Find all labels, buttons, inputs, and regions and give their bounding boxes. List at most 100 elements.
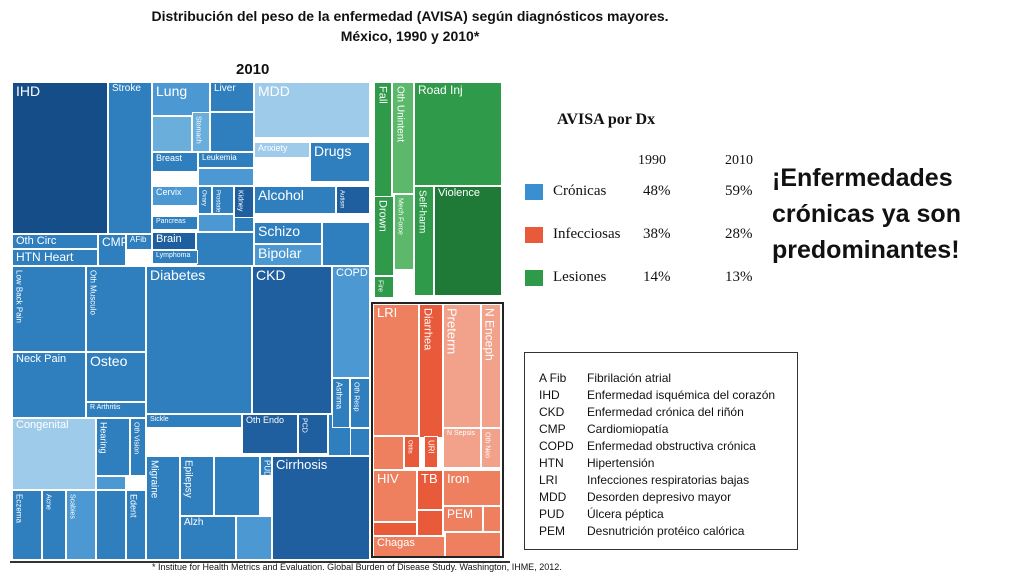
treemap-cell-label: Fall (376, 86, 389, 104)
treemap-cell-htn-heart: HTN Heart (12, 249, 98, 266)
treemap-cell-label: CMP (102, 235, 125, 249)
treemap-filler-cell (210, 112, 254, 152)
treemap-cell-anxiety: Anxiety (254, 142, 310, 158)
category-name: Infecciosas (553, 226, 621, 242)
treemap-cell-drown: Drown (374, 196, 394, 276)
treemap-cell-label: PUD (262, 460, 272, 476)
treemap-filler-cell (373, 436, 404, 470)
swatch-lesiones (525, 270, 543, 286)
abbr-definition: Fibrilación atrial (587, 371, 672, 385)
treemap-cell-brain: Brain (152, 232, 196, 250)
treemap-cell-label: Oth Circ (16, 235, 57, 247)
treemap-cell-pem: PEM (443, 506, 483, 532)
treemap-cell-eczema: Eczema (12, 490, 42, 560)
treemap-cell-alcohol: Alcohol (254, 186, 336, 214)
treemap-cell-epilepsy: Epilepsy (180, 456, 214, 516)
treemap-cell-ihd: IHD (12, 82, 108, 234)
treemap-cell-neck-pain: Neck Pain (12, 352, 86, 418)
swatch-infecciosas (525, 227, 543, 243)
treemap-filler-cell (198, 168, 254, 186)
abbr-code: MDD (539, 490, 567, 504)
treemap-cell-stomach: Stomach (192, 112, 210, 152)
treemap-cell-label: Drown (376, 200, 389, 232)
baseline-rule (10, 561, 510, 563)
treemap-cell-leukemia: Leukemia (198, 152, 254, 168)
abbr-code: LRI (539, 473, 558, 487)
abbr-definition: Úlcera péptica (587, 507, 664, 521)
year-2010-header: 2010 (725, 153, 753, 168)
treemap-cell-label: HTN Heart (16, 250, 74, 264)
treemap-cell-label: Neck Pain (16, 353, 67, 365)
treemap-cell-ckd: CKD (252, 266, 332, 414)
treemap-cell-label: Scabies (68, 494, 76, 519)
treemap-cell-road-inj: Road Inj (414, 82, 502, 186)
treemap-filler-cell (198, 214, 234, 232)
abbr-code: CKD (539, 405, 565, 419)
treemap-cell-label: Chagas (377, 537, 415, 549)
treemap-filler-cell (483, 506, 501, 532)
treemap-cell-diarrhea: Diarrhea (419, 304, 443, 438)
treemap-filler-cell (152, 116, 192, 152)
abbr-code: CMP (539, 422, 566, 436)
treemap-cell-label: Eczema (14, 494, 24, 523)
abbr-definition: Hipertensión (587, 456, 655, 470)
treemap-cell-label: Road Inj (418, 83, 463, 97)
year-1990-header: 1990 (638, 153, 666, 168)
treemap-cell-label: Mech Force (396, 198, 404, 235)
treemap-cell-label: Fire (376, 280, 384, 293)
treemap-cell-label: URI (426, 440, 436, 454)
value-1990: 48% (643, 183, 671, 199)
treemap-cell-label: HIV (377, 471, 399, 486)
treemap-filler-cell (196, 232, 254, 266)
treemap-cell-oth-resp: Oth Resp (350, 378, 370, 428)
treemap-cell-label: N Enceph (482, 308, 497, 361)
treemap-cell-pancreas: Pancreas (152, 216, 198, 230)
treemap-cell-label: Low Back Pain (14, 270, 24, 323)
treemap-cell-edent: Edent (126, 490, 146, 560)
treemap-cell-otitis: Otitis (404, 436, 420, 468)
abbr-definition: Enfermedad crónica del riñón (587, 405, 744, 419)
treemap-cell-label: MDD (258, 83, 290, 99)
treemap-cell-migraine: Migraine (146, 456, 180, 560)
treemap-cell-label: Brain (156, 233, 182, 245)
treemap-cell-self-harm: Self-harm (414, 186, 434, 296)
treemap-cell-label: Diarrhea (421, 308, 434, 351)
treemap-cell-label: Autism (338, 190, 345, 209)
treemap-cell-label: Oth Endo (246, 415, 285, 425)
treemap-cell-label: Alzh (184, 517, 204, 528)
treemap-cell-breast: Breast (152, 152, 198, 172)
treemap-cell-label: Oth Musculo (88, 270, 98, 315)
treemap-cell-label: Alcohol (258, 187, 304, 203)
treemap-cell-label: Cervix (156, 187, 182, 197)
category-name: Crónicas (553, 183, 607, 199)
treemap-cell-alzh: Alzh (180, 516, 236, 560)
treemap-cell-label: Oth Neo (483, 432, 491, 459)
treemap-cell-cirrhosis: Cirrhosis (272, 456, 370, 560)
abbr-code: IHD (539, 388, 560, 402)
treemap-filler-cell (373, 522, 417, 536)
treemap-filler-cell (96, 476, 126, 490)
treemap-cell-tb: TB (417, 470, 443, 510)
treemap-cell-cervix: Cervix (152, 186, 198, 206)
treemap-cell-chagas: Chagas (373, 536, 445, 558)
treemap-cell-asthma: Asthma (332, 378, 350, 428)
treemap-cell-drugs: Drugs (310, 142, 370, 182)
treemap-cell-oth-vision: Oth Vision (130, 418, 146, 476)
chart-title: Distribución del peso de la enfermedad (… (151, 8, 669, 24)
treemap-cell-r-arthritis: R Arthritis (86, 402, 146, 418)
treemap-cell-label: Iron (447, 471, 470, 486)
treemap-cell-oth-circ: Oth Circ (12, 234, 98, 249)
treemap-cell-label: Cirrhosis (276, 457, 328, 472)
treemap-cell-oth-unintent: Oth Unintent (392, 82, 414, 194)
treemap-cell-label: Schizo (258, 223, 301, 239)
treemap-cell-n-sepsis: N Sepsis (443, 428, 481, 468)
treemap-cell-fire: Fire (374, 276, 394, 298)
treemap-cell-autism: Autism (336, 186, 370, 214)
treemap-cell-mech-force: Mech Force (394, 194, 414, 270)
abbr-definition: Enfermedad isquémica del corazón (587, 388, 776, 402)
treemap-cell-mdd: MDD (254, 82, 370, 138)
treemap-cell-label: Self-harm (416, 190, 428, 234)
treemap-cell-label: Sickle (150, 416, 169, 423)
treemap-cell-diabetes: Diabetes (146, 266, 252, 414)
treemap-cell-label: Asthma (334, 382, 344, 410)
